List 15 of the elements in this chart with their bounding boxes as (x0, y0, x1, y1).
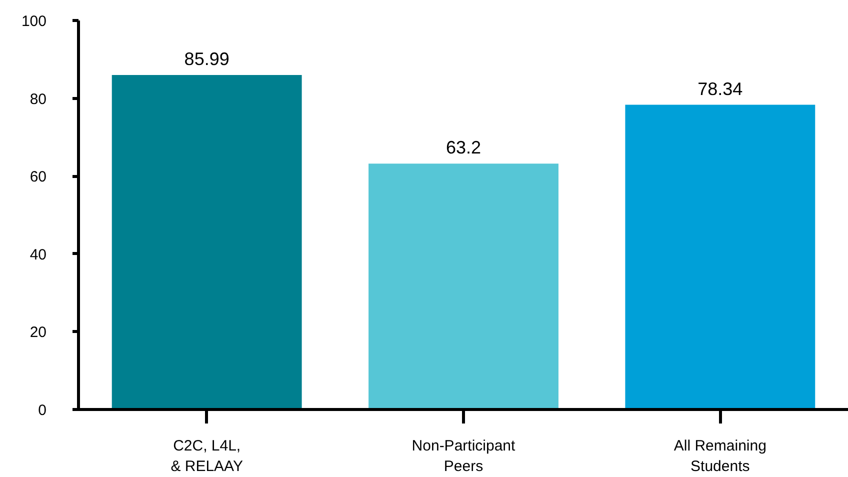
x-tick-label: All Remaining Students (674, 438, 766, 475)
y-tick-label: 60 (30, 168, 47, 186)
data-label: 85.99 (184, 49, 230, 69)
data-label: 63.2 (446, 138, 482, 158)
x-tick-label: Non-Participant Peers (412, 438, 516, 475)
y-tick-label: 100 (21, 13, 47, 30)
y-tick-label: 20 (30, 324, 47, 342)
x-tick-label: C2C, L4L, & RELAAY (170, 438, 243, 475)
bar (368, 164, 558, 410)
data-label: 78.34 (698, 78, 743, 99)
y-tick-label: 80 (30, 90, 47, 108)
bar (625, 104, 816, 410)
y-tick-label: 40 (30, 246, 47, 264)
y-tick-label: 0 (38, 402, 46, 419)
bar (112, 75, 302, 410)
